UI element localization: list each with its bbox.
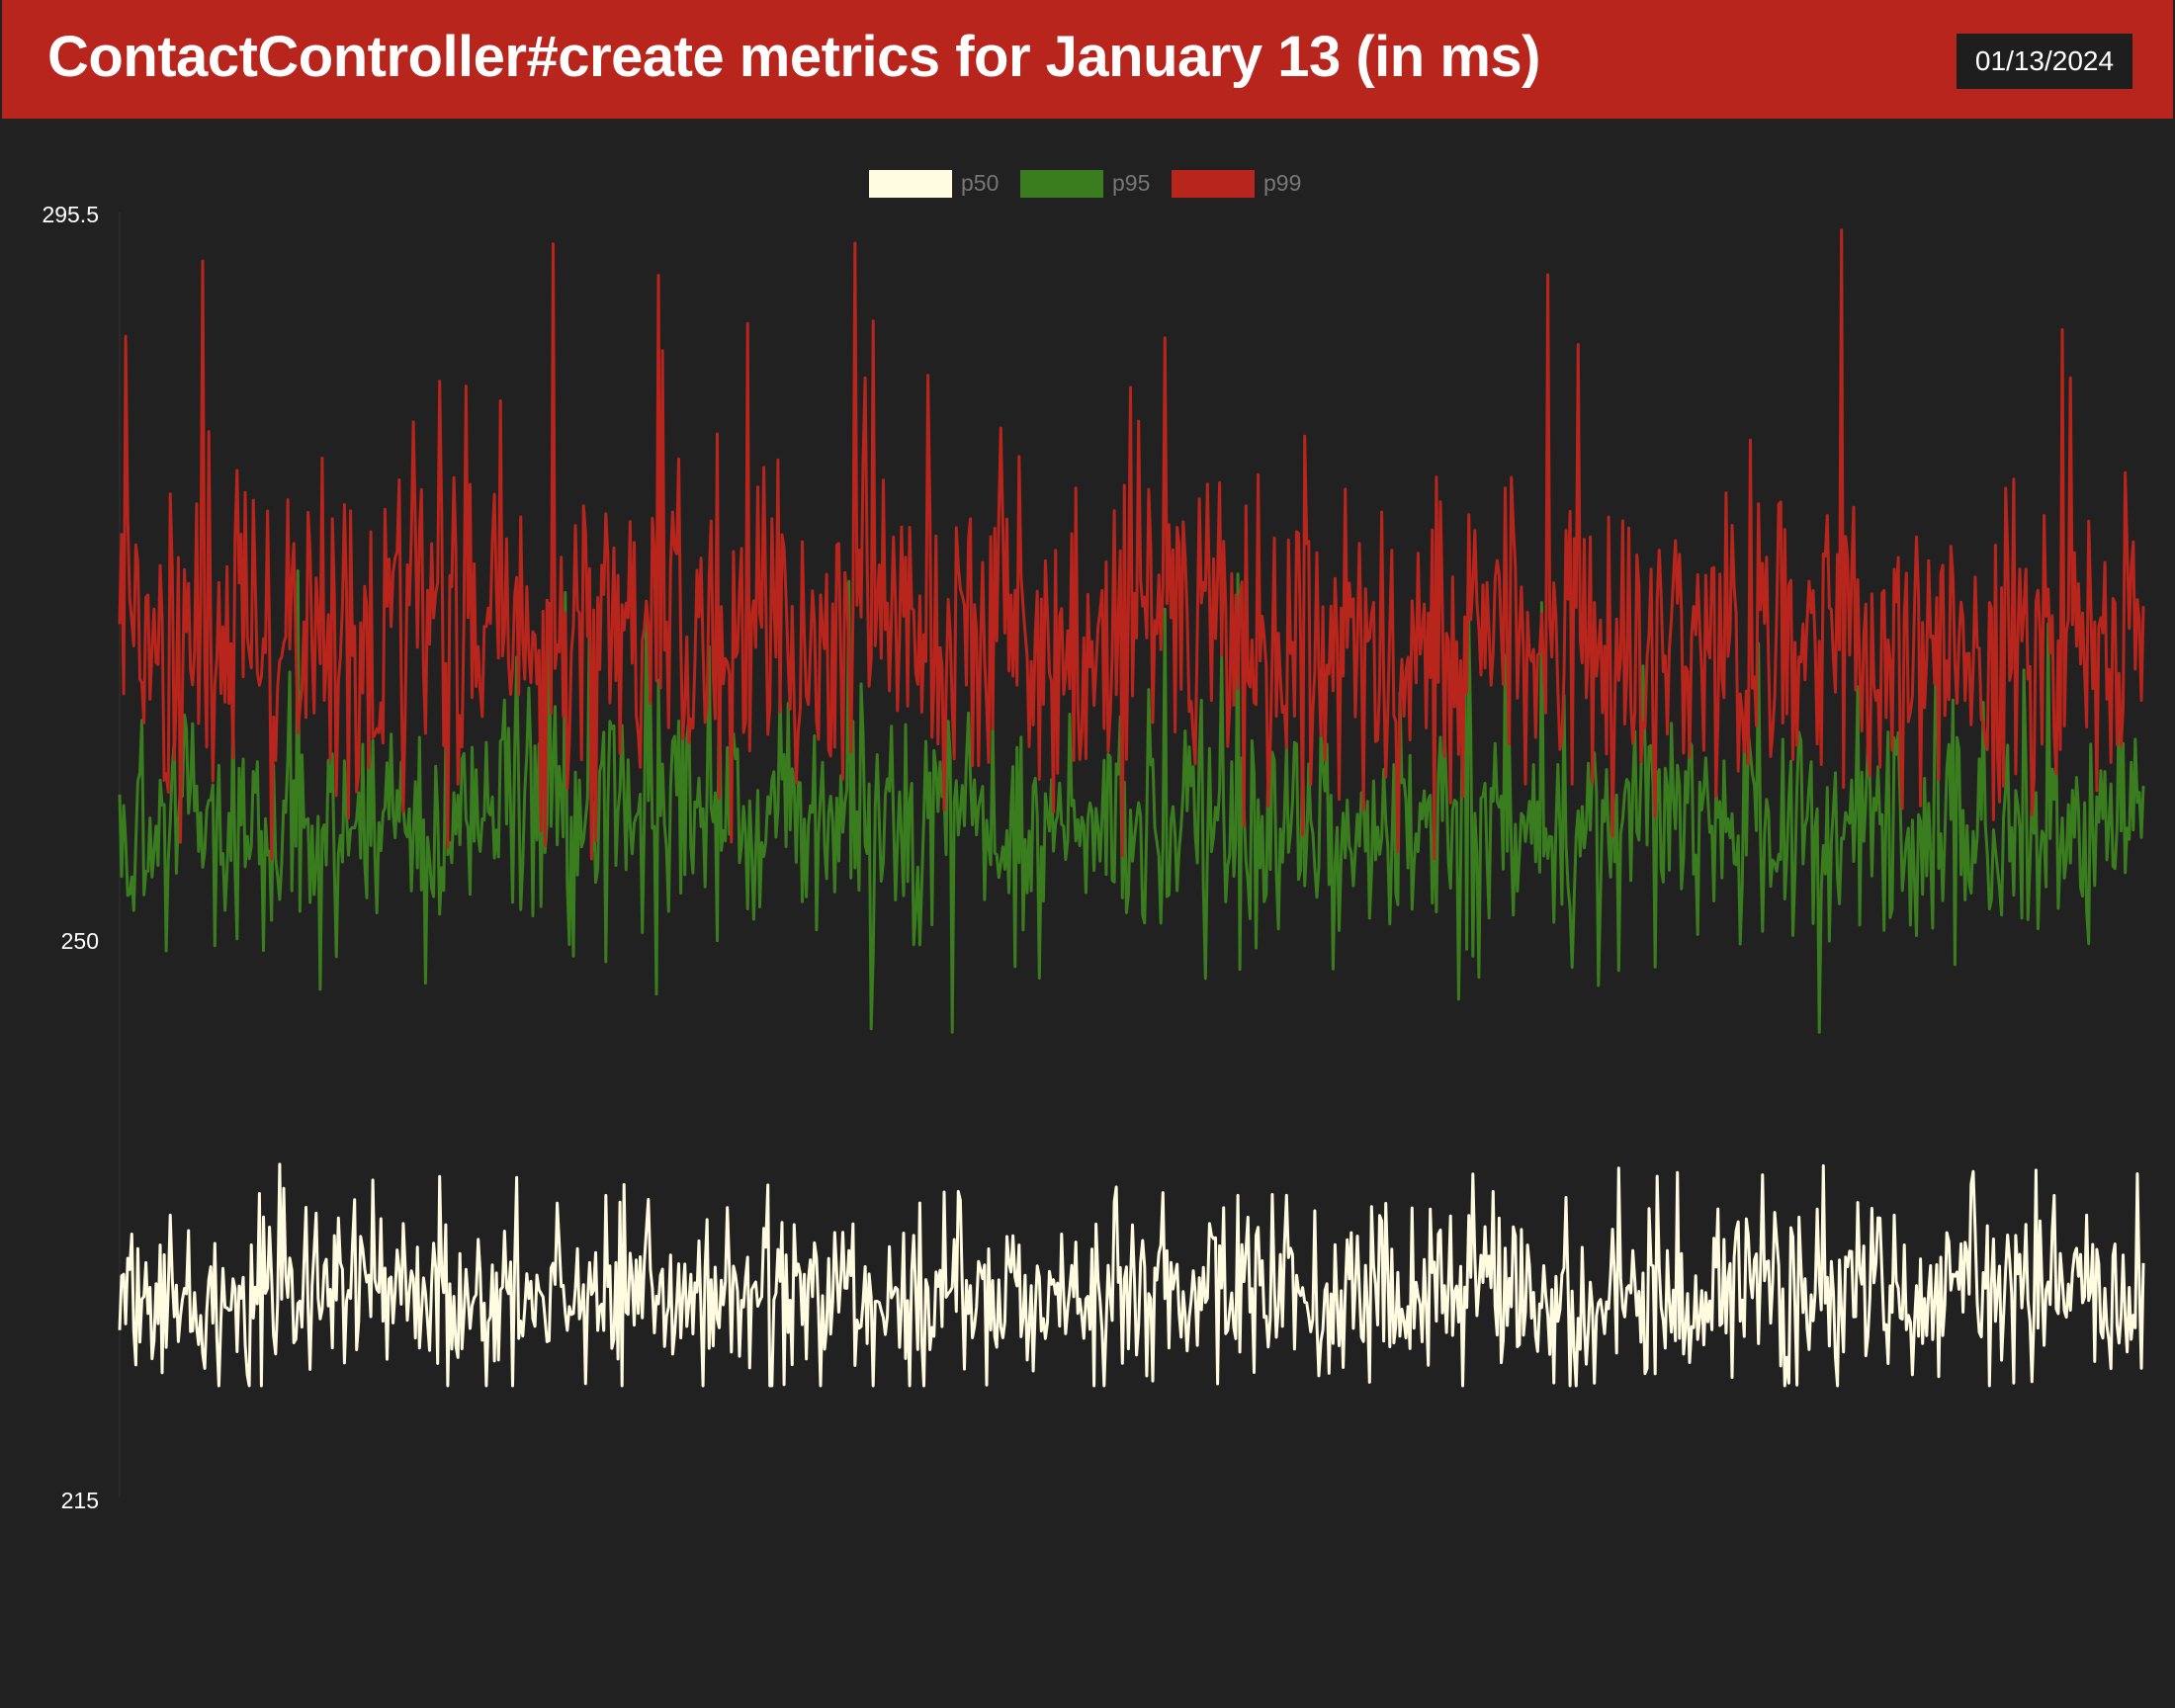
date-badge[interactable]: 01/13/2024: [1957, 34, 2132, 89]
series-line-p50: [118, 1162, 2145, 1388]
series-line-p95: [118, 569, 2145, 1034]
y-tick-label-max: 295.5: [42, 202, 99, 227]
series-line-p99: [118, 228, 2145, 861]
y-tick-label-min: 215: [60, 1488, 99, 1513]
legend-swatch-p95: [1020, 170, 1103, 198]
legend-swatch-p50: [869, 170, 952, 198]
page-title: ContactController#create metrics for Jan…: [47, 25, 1540, 89]
title-bar: ContactController#create metrics for Jan…: [2, 0, 2173, 119]
legend-swatch-p99: [1172, 170, 1255, 198]
chart-legend: p50 p95 p99: [0, 168, 2175, 200]
legend-label-p50: p50: [961, 170, 1000, 196]
legend-label-p99: p99: [1263, 170, 1302, 196]
y-tick-label-mid: 250: [60, 928, 99, 954]
legend-label-p95: p95: [1112, 170, 1151, 196]
